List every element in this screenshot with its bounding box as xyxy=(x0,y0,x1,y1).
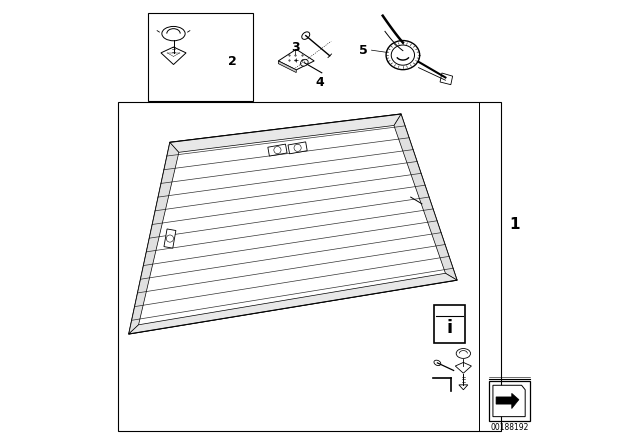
Polygon shape xyxy=(278,61,296,73)
Text: i: i xyxy=(447,319,452,337)
Bar xyxy=(118,102,500,431)
Polygon shape xyxy=(440,73,452,85)
Polygon shape xyxy=(455,362,472,373)
Text: 4: 4 xyxy=(316,76,324,90)
Polygon shape xyxy=(129,142,179,334)
Circle shape xyxy=(294,144,301,151)
Polygon shape xyxy=(129,273,457,334)
Ellipse shape xyxy=(162,26,185,41)
Bar xyxy=(490,381,530,421)
FancyArrowPatch shape xyxy=(188,30,190,32)
Circle shape xyxy=(274,146,281,154)
Ellipse shape xyxy=(434,360,441,366)
FancyArrowPatch shape xyxy=(157,30,159,32)
Polygon shape xyxy=(288,142,307,154)
Text: 1: 1 xyxy=(509,216,520,232)
Ellipse shape xyxy=(391,45,415,65)
Polygon shape xyxy=(268,144,287,156)
Polygon shape xyxy=(170,114,401,152)
Polygon shape xyxy=(493,385,525,417)
Polygon shape xyxy=(161,47,186,65)
Polygon shape xyxy=(394,114,457,280)
Polygon shape xyxy=(278,49,314,70)
Polygon shape xyxy=(129,114,457,334)
Polygon shape xyxy=(164,229,176,248)
Text: 3: 3 xyxy=(291,40,300,54)
Text: 00188192: 00188192 xyxy=(490,423,529,432)
Polygon shape xyxy=(138,125,445,325)
Polygon shape xyxy=(459,385,468,390)
Bar xyxy=(435,305,465,343)
Ellipse shape xyxy=(301,59,308,66)
Text: 2: 2 xyxy=(228,55,237,69)
Bar xyxy=(147,13,253,101)
Circle shape xyxy=(166,235,173,242)
Text: 5: 5 xyxy=(359,43,368,57)
Ellipse shape xyxy=(302,32,310,39)
Polygon shape xyxy=(496,393,519,409)
Ellipse shape xyxy=(386,40,420,69)
Ellipse shape xyxy=(456,349,470,358)
